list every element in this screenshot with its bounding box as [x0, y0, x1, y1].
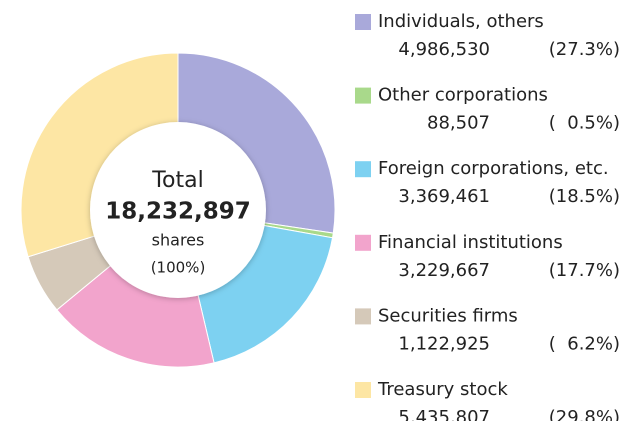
- legend-label: Other corporations: [378, 85, 548, 106]
- percent-label: (18.5%): [549, 186, 620, 207]
- center-label: Total: [151, 168, 203, 193]
- value-label: 3,229,667: [398, 260, 490, 281]
- percent-label: ( 6.2%): [549, 333, 620, 354]
- percent-label: ( 0.5%): [549, 113, 620, 134]
- value-label: 5,435,807: [398, 407, 490, 421]
- legend-label: Financial institutions: [378, 232, 563, 253]
- legend-swatch: [355, 161, 371, 178]
- center-total: 18,232,897: [105, 199, 251, 225]
- legend-swatch: [355, 14, 371, 30]
- value-label: 88,507: [427, 113, 490, 134]
- value-label: 3,369,461: [398, 186, 490, 207]
- percent-label: (17.7%): [549, 260, 620, 281]
- legend-swatch: [355, 87, 371, 104]
- percent-label: (29.8%): [549, 407, 620, 421]
- legend-label: Individuals, others: [378, 11, 544, 32]
- donut-hole: [90, 122, 266, 298]
- legend-swatch: [355, 234, 371, 251]
- legend-label: Securities firms: [378, 305, 518, 326]
- value-label: 1,122,925: [398, 333, 490, 354]
- center-unit: shares: [152, 231, 205, 250]
- legend-swatch: [355, 308, 371, 325]
- percent-label: (27.3%): [549, 39, 620, 60]
- legend-label: Foreign corporations, etc.: [378, 158, 609, 179]
- legend-label: Treasury stock: [377, 379, 508, 400]
- legend-swatch: [355, 382, 371, 398]
- value-label: 4,986,530: [398, 39, 490, 60]
- center-percent: (100%): [151, 259, 206, 277]
